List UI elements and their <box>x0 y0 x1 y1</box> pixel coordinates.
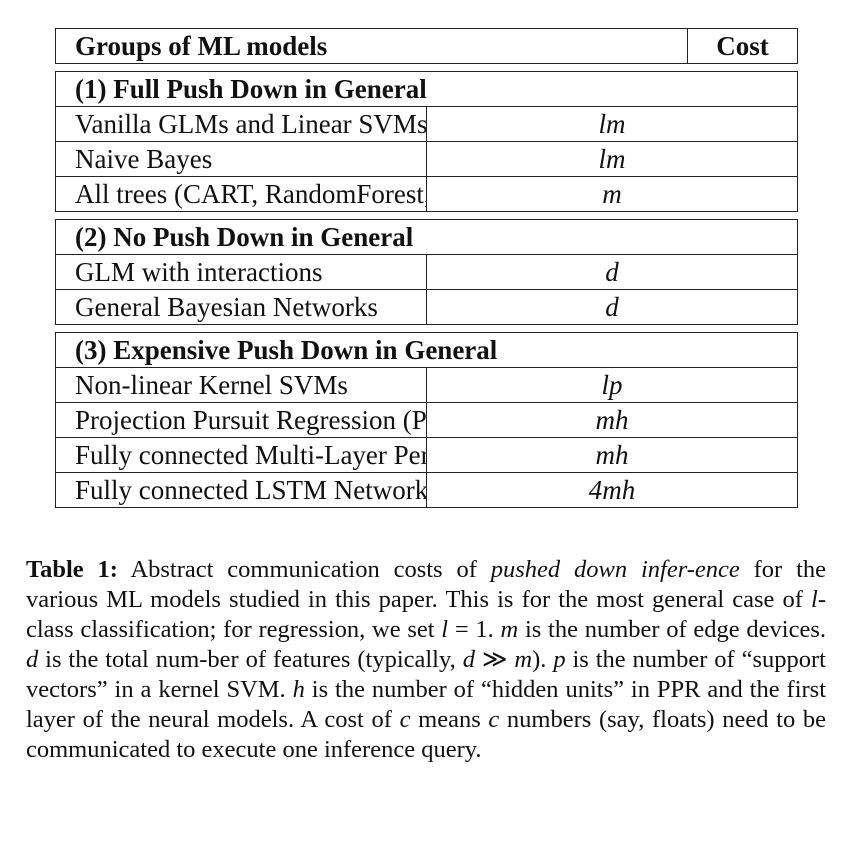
caption-math: c <box>399 706 411 733</box>
caption-math: l <box>441 616 449 643</box>
model-cost: d <box>426 254 798 290</box>
model-name: GLM with interactions <box>55 254 427 290</box>
table-row: Non-linear Kernel SVMs lp <box>55 367 798 403</box>
model-cost: lm <box>426 141 798 177</box>
section-title: (3) Expensive Push Down in General <box>55 332 798 368</box>
model-name: Naive Bayes <box>55 141 427 177</box>
model-name: Vanilla GLMs and Linear SVMs <box>55 106 427 142</box>
model-cost: mh <box>426 437 798 473</box>
caption-math: h <box>292 676 305 703</box>
caption-text: is the number of “hidden units” in PPR a… <box>26 676 826 733</box>
model-name: Fully connected Multi-Layer Perceptron <box>55 437 427 473</box>
section-full-push-down: (1) Full Push Down in General Vanilla GL… <box>55 71 798 212</box>
caption-math: d <box>26 646 39 673</box>
table-row: Naive Bayes lm <box>55 141 798 177</box>
model-name: Fully connected LSTM Network <box>55 472 427 508</box>
caption-math: d <box>462 646 475 673</box>
table-row: Projection Pursuit Regression (PPR) mh <box>55 402 798 438</box>
caption-text: numbers (say, floats) need to be communi… <box>26 706 826 763</box>
section-no-push-down: (2) No Push Down in General GLM with int… <box>55 219 798 325</box>
model-cost: 4mh <box>426 472 798 508</box>
caption-text: for the various ML models studied in thi… <box>26 556 827 613</box>
table-row: Vanilla GLMs and Linear SVMs lm <box>55 106 798 142</box>
model-name: Projection Pursuit Regression (PPR) <box>55 402 427 438</box>
table-caption: Table 1: Abstract communication costs of… <box>26 555 826 765</box>
caption-math: m <box>500 616 519 643</box>
cost-column-header: Cost <box>687 28 798 64</box>
header-row: Groups of ML models Cost <box>55 28 798 64</box>
caption-label: Table 1: <box>26 556 118 583</box>
section-title: (2) No Push Down in General <box>55 219 798 255</box>
section-title-row: (3) Expensive Push Down in General <box>55 332 798 368</box>
section-title: (1) Full Push Down in General <box>55 71 798 107</box>
model-name: Non-linear Kernel SVMs <box>55 367 427 403</box>
caption-italic: pushed down infer-ence <box>490 556 740 583</box>
model-cost: d <box>426 289 798 325</box>
caption-text: is the number of edge devices. <box>518 616 827 643</box>
model-cost: mh <box>426 402 798 438</box>
caption-text: is the total num-ber of features (typica… <box>38 646 463 673</box>
model-name: All trees (CART, RandomForest, XGBoost) <box>55 176 427 212</box>
model-cost: lp <box>426 367 798 403</box>
table-row: Fully connected Multi-Layer Perceptron m… <box>55 437 798 473</box>
section-title-row: (1) Full Push Down in General <box>55 71 798 107</box>
caption-text: means <box>410 706 489 733</box>
model-cost: lm <box>426 106 798 142</box>
model-cost: m <box>426 176 798 212</box>
caption-text: is the number of “support vectors” in a … <box>26 646 826 703</box>
caption-text: ). <box>532 646 554 673</box>
table-header: Groups of ML models Cost <box>55 28 798 64</box>
section-title-row: (2) No Push Down in General <box>55 219 798 255</box>
table-row: All trees (CART, RandomForest, XGBoost) … <box>55 176 798 212</box>
table-row: Fully connected LSTM Network 4mh <box>55 472 798 508</box>
ml-models-cost-table: Groups of ML models Cost (1) Full Push D… <box>55 28 798 515</box>
caption-math: m <box>514 646 533 673</box>
table-row: General Bayesian Networks d <box>55 289 798 325</box>
caption-math: l <box>811 586 818 613</box>
caption-text: ≫ <box>474 646 515 673</box>
caption-text: -class classification; for regression, w… <box>26 586 826 643</box>
section-expensive-push-down: (3) Expensive Push Down in General Non-l… <box>55 332 798 508</box>
groups-column-header: Groups of ML models <box>55 28 688 64</box>
caption-text: = 1. <box>448 616 501 643</box>
model-name: General Bayesian Networks <box>55 289 427 325</box>
caption-text: Abstract communication costs of <box>117 556 491 583</box>
caption-math: p <box>553 646 566 673</box>
table-row: GLM with interactions d <box>55 254 798 290</box>
caption-math: c <box>488 706 500 733</box>
